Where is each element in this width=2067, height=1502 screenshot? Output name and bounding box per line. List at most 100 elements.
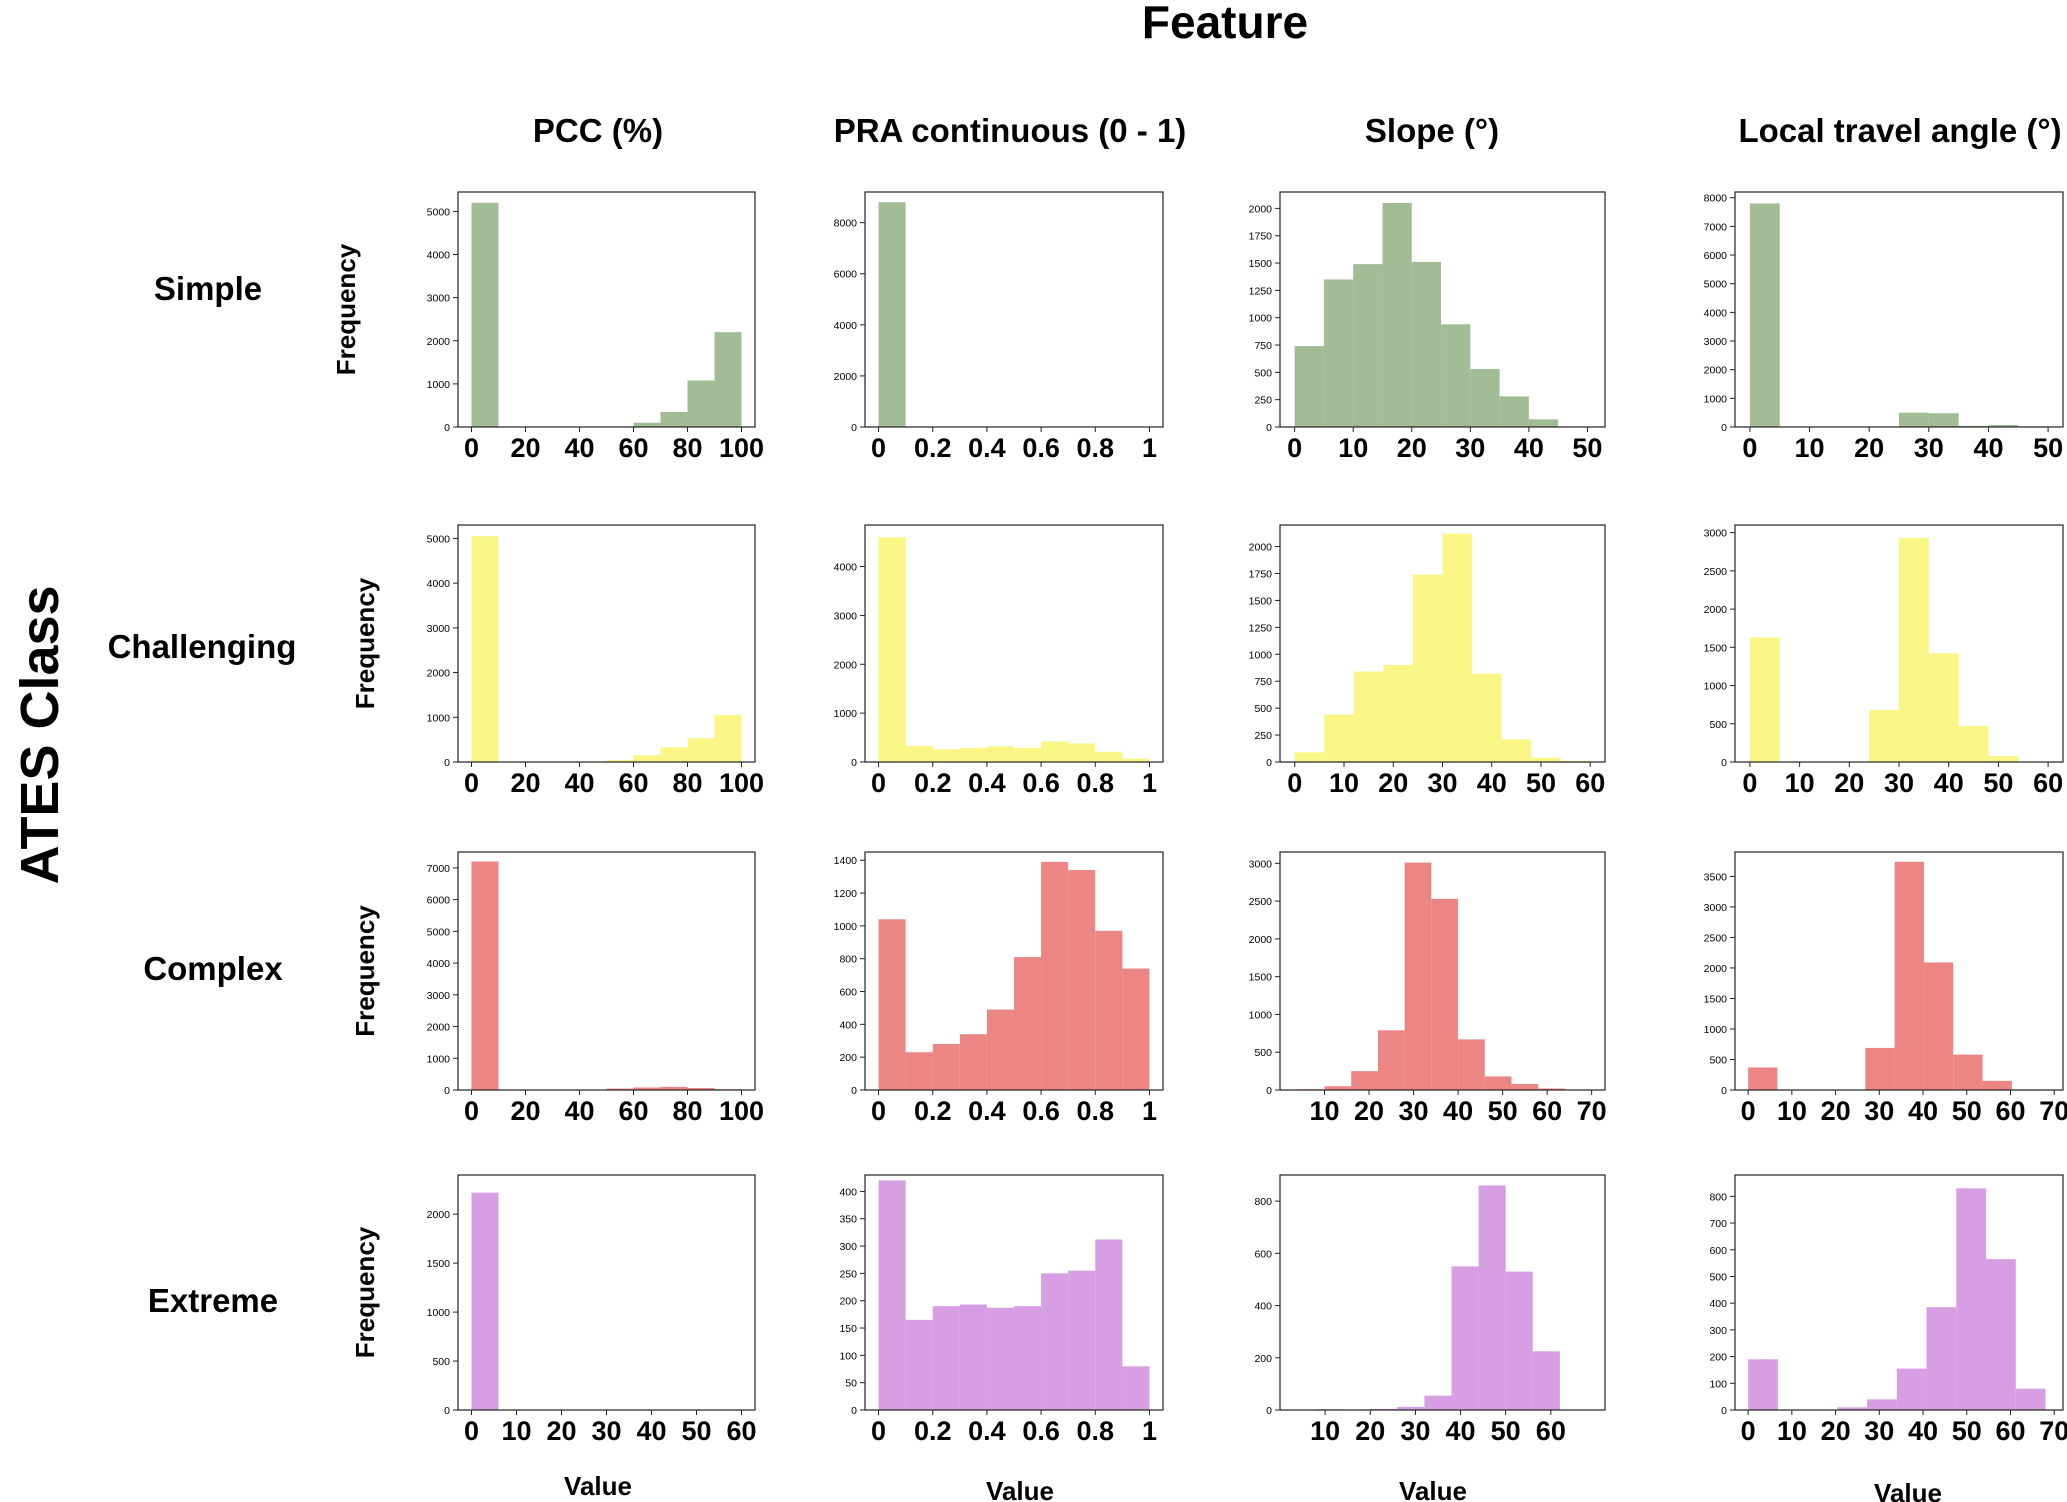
x-tick-label: 100 [719, 768, 764, 798]
x-tick-label: 10 [1777, 1096, 1807, 1126]
y-tick-label: 1000 [1704, 1024, 1728, 1036]
y-tick-label: 500 [1254, 1047, 1272, 1059]
y-tick-label: 300 [839, 1241, 857, 1253]
y-tick-label: 0 [851, 757, 857, 769]
x-tick-label: 0.6 [1022, 768, 1060, 798]
x-tick-label: 0.8 [1076, 1096, 1114, 1126]
y-tick-label: 5000 [427, 926, 451, 938]
x-tick-label: 0 [1287, 768, 1302, 798]
x-tick-label: 40 [1908, 1416, 1938, 1446]
x-tick-label: 70 [1577, 1096, 1607, 1126]
x-tick-label: 50 [681, 1416, 711, 1446]
plot-frame [1734, 1174, 2064, 1411]
histogram-bar [471, 861, 499, 1090]
x-tick-label: 10 [1785, 768, 1815, 798]
histogram-bar [1470, 369, 1500, 427]
y-tick-label: 2000 [1249, 203, 1273, 215]
x-tick-label: 0 [1741, 1096, 1756, 1126]
x-tick-label: 1 [1142, 768, 1157, 798]
row-title: Extreme [148, 1282, 278, 1319]
y-tick-label: 2000 [1704, 365, 1728, 377]
x-tick-label: 50 [1572, 433, 1602, 463]
x-tick-label: 30 [1864, 1416, 1894, 1446]
y-tick-label: 250 [1254, 395, 1272, 407]
x-tick-label: 0 [871, 768, 886, 798]
x-tick-label: 20 [1378, 768, 1408, 798]
histogram-panel: 0 500 1000 1500 2000 2500 3000 0 10 20 30 40 50 60 [1704, 524, 2064, 798]
histogram-panel: 0 1000 2000 3000 4000 5000 0 20 40 60 80 100 Frequen… [331, 191, 764, 463]
y-tick-label: 200 [1254, 1353, 1272, 1365]
x-tick-label: 1 [1142, 1096, 1157, 1126]
y-tick-label: 800 [1709, 1191, 1727, 1203]
histogram-bar [1484, 1076, 1512, 1090]
histogram-bar [1923, 962, 1954, 1090]
y-tick-label: 4000 [427, 250, 451, 262]
y-tick-label: 2000 [427, 668, 451, 680]
x-tick-label: 0 [464, 1416, 479, 1446]
y-tick-label: 7000 [1704, 221, 1728, 233]
histogram-bar [986, 1009, 1014, 1090]
x-tick-label: 40 [564, 433, 594, 463]
histogram-bar [878, 537, 906, 762]
y-tick-label: 600 [1254, 1248, 1272, 1260]
y-tick-label: 3000 [1704, 528, 1728, 540]
y-tick-label: 2000 [1704, 963, 1728, 975]
y-tick-label: 2500 [1249, 896, 1273, 908]
x-tick-label: 0.6 [1022, 433, 1060, 463]
row-title: Complex [143, 950, 283, 987]
x-axis-label: Value [986, 1476, 1054, 1502]
histogram-bar [1294, 752, 1325, 762]
histogram-bar [1899, 537, 1929, 762]
y-tick-label: 500 [432, 1356, 450, 1368]
y-tick-label: 600 [839, 987, 857, 999]
y-tick-label: 1000 [427, 1053, 451, 1065]
x-tick-label: 30 [1884, 768, 1914, 798]
y-tick-label: 1000 [834, 708, 858, 720]
histogram-bar [1532, 1351, 1560, 1410]
x-tick-label: 40 [1443, 1096, 1473, 1126]
x-tick-label: 0.8 [1076, 433, 1114, 463]
y-tick-label: 5000 [427, 533, 451, 545]
y-tick-label: 3000 [427, 293, 451, 305]
x-tick-label: 60 [1995, 1416, 2025, 1446]
histogram-panel: 0 500 1000 1500 2000 2500 3000 10 20 30 40 50 60 70 [1249, 851, 1607, 1126]
x-tick-label: 20 [1821, 1096, 1851, 1126]
x-tick-label: 0 [464, 1096, 479, 1126]
histogram-bar [1122, 758, 1150, 762]
y-tick-label: 1000 [1704, 393, 1728, 405]
x-tick-label: 40 [564, 768, 594, 798]
histogram-bar [1014, 957, 1042, 1090]
y-tick-label: 1200 [834, 888, 858, 900]
x-tick-label: 60 [618, 433, 648, 463]
histogram-panel: 0 1000 2000 3000 4000 5000 6000 7000 0 20 40 60 80 10… [350, 851, 764, 1126]
histogram-bar [633, 422, 661, 427]
y-tick-label: 1500 [427, 1258, 451, 1270]
y-tick-label: 500 [1254, 367, 1272, 379]
x-tick-label: 0.2 [914, 768, 952, 798]
y-tick-label: 2000 [1249, 542, 1273, 554]
y-axis-label: Frequency [350, 905, 380, 1037]
x-tick-label: 1 [1142, 1416, 1157, 1446]
y-tick-label: 4000 [427, 578, 451, 590]
y-tick-label: 3000 [834, 610, 858, 622]
histogram-bar [986, 746, 1014, 762]
x-tick-label: 40 [564, 1096, 594, 1126]
plot-frame [457, 1174, 756, 1411]
y-tick-label: 5000 [427, 206, 451, 218]
plot-frame [864, 524, 1164, 763]
histogram-bar [1837, 1407, 1868, 1410]
y-tick-label: 2000 [427, 336, 451, 348]
x-tick-label: 0.6 [1022, 1416, 1060, 1446]
histogram-bar [1865, 1047, 1895, 1090]
x-tick-label: 60 [1532, 1096, 1562, 1126]
histogram-bar [1068, 1270, 1096, 1410]
histogram-bar [687, 738, 715, 762]
x-tick-label: 80 [672, 433, 702, 463]
column-titles: PCC (%) PRA continuous (0 - 1) Slope (°) Lo… [533, 112, 2062, 149]
histogram-bar [1499, 396, 1529, 427]
y-tick-label: 1250 [1249, 285, 1273, 297]
y-tick-label: 500 [1709, 1054, 1727, 1066]
y-tick-label: 2500 [1704, 566, 1728, 578]
y-tick-label: 3500 [1704, 871, 1728, 883]
x-tick-label: 40 [636, 1416, 666, 1446]
